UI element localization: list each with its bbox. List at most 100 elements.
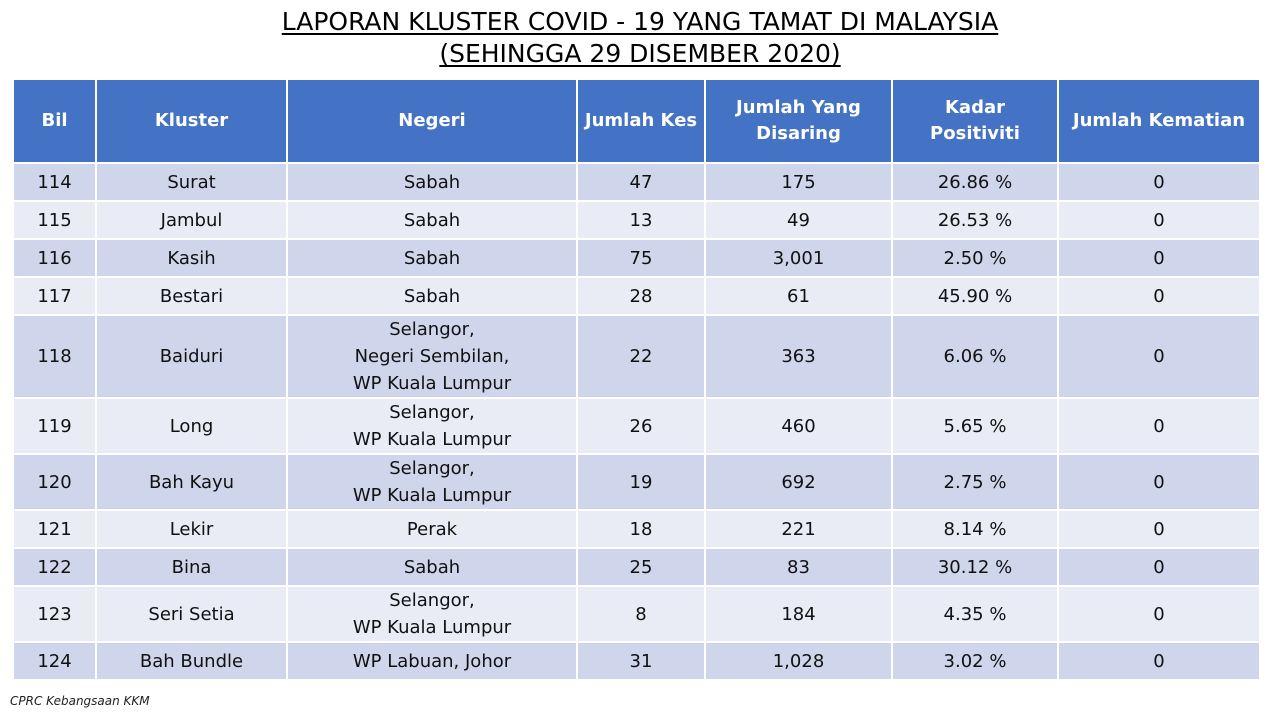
- header-jumlah-disaring: Jumlah Yang Disaring: [704, 78, 893, 164]
- cell-kadar-positiviti: 26.53 %: [891, 200, 1059, 240]
- table-row: 115 Jambul Sabah 13 49 26.53 % 0: [12, 200, 1261, 240]
- cell-kadar-positiviti: 5.65 %: [891, 397, 1059, 455]
- cell-jumlah-kes: 47: [576, 162, 706, 202]
- title-line-2: (SEHINGGA 29 DISEMBER 2020): [439, 39, 841, 68]
- cell-negeri: Selangor, Negeri Sembilan, WP Kuala Lumpur: [286, 314, 578, 399]
- cell-kluster: Baiduri: [95, 314, 288, 399]
- cell-jumlah-kematian: 0: [1057, 585, 1261, 643]
- cell-kadar-positiviti: 4.35 %: [891, 585, 1059, 643]
- cell-negeri: Sabah: [286, 200, 578, 240]
- cell-jumlah-disaring: 692: [704, 453, 893, 511]
- cell-kluster: Long: [95, 397, 288, 455]
- header-bil: Bil: [12, 78, 97, 164]
- header-negeri: Negeri: [286, 78, 578, 164]
- table-row: 119 Long Selangor, WP Kuala Lumpur 26 460 5.65…: [12, 397, 1261, 455]
- cell-jumlah-kes: 13: [576, 200, 706, 240]
- cell-negeri: Selangor, WP Kuala Lumpur: [286, 453, 578, 511]
- negeri-line: WP Kuala Lumpur: [352, 617, 512, 638]
- negeri-line: Selangor,: [389, 402, 475, 423]
- table-row: 116 Kasih Sabah 75 3,001 2.50 % 0: [12, 238, 1261, 278]
- header-kadar-positiviti: Kadar Positiviti: [891, 78, 1059, 164]
- cell-bil: 116: [12, 238, 97, 278]
- cell-jumlah-disaring: 61: [704, 276, 893, 316]
- cell-jumlah-kematian: 0: [1057, 238, 1261, 278]
- table-header: Bil Kluster Negeri Jumlah Kes Jumlah Yan…: [12, 78, 1261, 164]
- cell-jumlah-kematian: 0: [1057, 200, 1261, 240]
- cell-jumlah-kematian: 0: [1057, 314, 1261, 399]
- cell-jumlah-kes: 22: [576, 314, 706, 399]
- negeri-line: Sabah: [403, 556, 461, 578]
- cell-bil: 124: [12, 641, 97, 681]
- cell-negeri: WP Labuan, Johor: [286, 641, 578, 681]
- cell-jumlah-kematian: 0: [1057, 641, 1261, 681]
- negeri-line: WP Kuala Lumpur: [352, 429, 512, 450]
- title-line-1: LAPORAN KLUSTER COVID - 19 YANG TAMAT DI…: [281, 7, 999, 36]
- cell-kluster: Jambul: [95, 200, 288, 240]
- cell-jumlah-disaring: 175: [704, 162, 893, 202]
- cell-kadar-positiviti: 26.86 %: [891, 162, 1059, 202]
- negeri-line: Sabah: [403, 285, 461, 307]
- cell-jumlah-kes: 31: [576, 641, 706, 681]
- report-title: LAPORAN KLUSTER COVID - 19 YANG TAMAT DI…: [0, 6, 1280, 70]
- cell-bil: 123: [12, 585, 97, 643]
- cell-negeri: Sabah: [286, 238, 578, 278]
- cell-bil: 122: [12, 547, 97, 587]
- cell-jumlah-kematian: 0: [1057, 397, 1261, 455]
- negeri-line: Sabah: [403, 247, 461, 269]
- negeri-line: Selangor,: [389, 590, 475, 611]
- cell-kadar-positiviti: 3.02 %: [891, 641, 1059, 681]
- cell-kluster: Bah Kayu: [95, 453, 288, 511]
- table-row: 117 Bestari Sabah 28 61 45.90 % 0: [12, 276, 1261, 316]
- cell-negeri: Selangor, WP Kuala Lumpur: [286, 397, 578, 455]
- table-row: 114 Surat Sabah 47 175 26.86 % 0: [12, 162, 1261, 202]
- cell-kluster: Bestari: [95, 276, 288, 316]
- cell-bil: 119: [12, 397, 97, 455]
- source-note: CPRC Kebangsaan KKM: [10, 694, 150, 708]
- table-row: 123 Seri Setia Selangor, WP Kuala Lumpur 8 18…: [12, 585, 1261, 643]
- cell-jumlah-disaring: 184: [704, 585, 893, 643]
- cell-jumlah-kematian: 0: [1057, 276, 1261, 316]
- cell-jumlah-kes: 28: [576, 276, 706, 316]
- cell-jumlah-disaring: 49: [704, 200, 893, 240]
- cell-jumlah-kes: 25: [576, 547, 706, 587]
- cell-jumlah-disaring: 221: [704, 509, 893, 549]
- cell-jumlah-disaring: 460: [704, 397, 893, 455]
- cell-kluster: Surat: [95, 162, 288, 202]
- cell-jumlah-kes: 26: [576, 397, 706, 455]
- cell-bil: 121: [12, 509, 97, 549]
- header-kluster: Kluster: [95, 78, 288, 164]
- cell-bil: 115: [12, 200, 97, 240]
- cell-jumlah-disaring: 1,028: [704, 641, 893, 681]
- cell-kadar-positiviti: 45.90 %: [891, 276, 1059, 316]
- table-row: 124 Bah Bundle WP Labuan, Johor 31 1,028 3.02…: [12, 641, 1261, 681]
- cell-jumlah-kes: 75: [576, 238, 706, 278]
- cell-jumlah-disaring: 83: [704, 547, 893, 587]
- table-body: 114 Surat Sabah 47 175 26.86 % 0 115 Jambul Sabah…: [12, 162, 1261, 681]
- negeri-line: WP Kuala Lumpur: [352, 373, 512, 394]
- cell-bil: 120: [12, 453, 97, 511]
- header-jumlah-disaring-label: Jumlah Yang Disaring: [736, 97, 861, 144]
- cell-jumlah-disaring: 363: [704, 314, 893, 399]
- cell-jumlah-kematian: 0: [1057, 162, 1261, 202]
- cell-jumlah-disaring: 3,001: [704, 238, 893, 278]
- cluster-table: Bil Kluster Negeri Jumlah Kes Jumlah Yan…: [12, 78, 1261, 681]
- negeri-line: WP Kuala Lumpur: [352, 485, 512, 506]
- negeri-line: Perak: [406, 518, 458, 540]
- cell-jumlah-kes: 8: [576, 585, 706, 643]
- negeri-line: Selangor,: [389, 319, 475, 340]
- cell-negeri: Sabah: [286, 162, 578, 202]
- cell-kadar-positiviti: 8.14 %: [891, 509, 1059, 549]
- cell-jumlah-kematian: 0: [1057, 547, 1261, 587]
- cell-negeri: Perak: [286, 509, 578, 549]
- header-row: Bil Kluster Negeri Jumlah Kes Jumlah Yan…: [12, 78, 1261, 164]
- cell-bil: 117: [12, 276, 97, 316]
- cell-jumlah-kes: 18: [576, 509, 706, 549]
- table-row: 121 Lekir Perak 18 221 8.14 % 0: [12, 509, 1261, 549]
- cell-kluster: Kasih: [95, 238, 288, 278]
- cell-kadar-positiviti: 2.50 %: [891, 238, 1059, 278]
- cell-jumlah-kematian: 0: [1057, 509, 1261, 549]
- cell-kluster: Seri Setia: [95, 585, 288, 643]
- cell-negeri: Sabah: [286, 547, 578, 587]
- negeri-line: WP Labuan, Johor: [352, 650, 512, 672]
- cell-negeri: Selangor, WP Kuala Lumpur: [286, 585, 578, 643]
